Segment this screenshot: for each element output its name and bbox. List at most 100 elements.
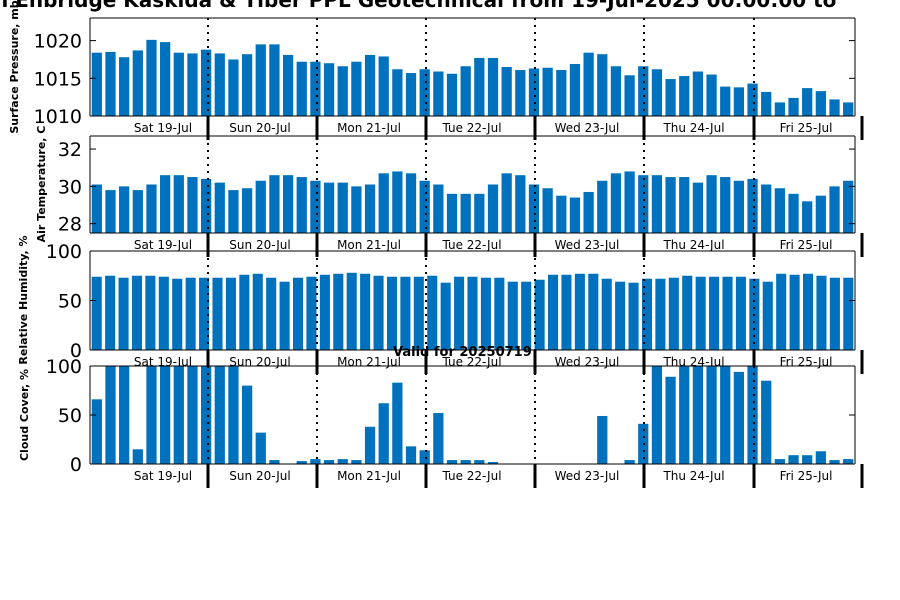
bar xyxy=(132,449,143,464)
x-tick-label: Fri 25-Jul xyxy=(780,355,833,369)
y-tick-label: 100 xyxy=(46,356,82,378)
bar xyxy=(255,44,266,116)
bar xyxy=(843,277,854,350)
bar xyxy=(460,460,471,464)
bar xyxy=(574,273,585,350)
bar xyxy=(241,54,253,116)
bar xyxy=(296,177,307,233)
y-axis-label: Surface Pressure, mb xyxy=(8,0,21,133)
bar xyxy=(601,278,612,350)
bar xyxy=(199,277,210,350)
bar xyxy=(802,88,813,116)
bar xyxy=(802,201,813,233)
bar xyxy=(323,182,335,233)
bar xyxy=(733,180,745,233)
bar xyxy=(337,182,348,233)
valid-date-note: Valid for 20250719 xyxy=(393,345,532,360)
x-tick-label: Tue 22-Jul xyxy=(441,238,501,252)
bar xyxy=(172,278,183,350)
bar xyxy=(269,460,280,464)
bar xyxy=(720,177,731,233)
bar xyxy=(105,190,116,233)
bar xyxy=(239,274,250,350)
x-tick-label: Mon 21-Jul xyxy=(337,469,401,483)
bar xyxy=(351,61,362,116)
bar xyxy=(706,74,717,116)
panel-1: 1010 1015 1020 Sat 19-Jul Sun 20-Jul Mon 21-J… xyxy=(8,0,864,140)
bar xyxy=(829,460,840,464)
bar xyxy=(487,462,499,464)
bar xyxy=(433,184,444,233)
bar xyxy=(446,460,458,464)
bar xyxy=(494,277,505,350)
bar xyxy=(692,366,704,464)
bar xyxy=(733,371,745,464)
bar xyxy=(187,53,198,116)
x-tick-label: Tue 22-Jul xyxy=(441,469,501,483)
bar xyxy=(228,190,239,233)
bar xyxy=(131,275,143,350)
bar xyxy=(815,195,826,233)
bar xyxy=(323,460,335,464)
bar xyxy=(241,188,253,233)
bar xyxy=(132,50,143,116)
chart-title: n Enbridge Kaskida & Tiber PPL Geotechni… xyxy=(0,0,837,12)
bar xyxy=(610,66,622,116)
x-tick-label: Sun 20-Jul xyxy=(229,469,290,483)
bar xyxy=(487,184,499,233)
x-tick-label: Thu 24-Jul xyxy=(662,238,724,252)
y-tick-label: 0 xyxy=(70,340,82,362)
bar xyxy=(843,102,854,116)
bar xyxy=(337,66,348,116)
panel-2: 28 30 32 Sat 19-Jul Sun 20-Jul Mon 21-Jul Tue … xyxy=(35,126,864,257)
bar xyxy=(119,57,130,116)
bar xyxy=(252,273,263,350)
bar xyxy=(542,188,553,233)
bar xyxy=(802,455,813,464)
bar xyxy=(788,97,799,116)
bar xyxy=(296,461,307,464)
bar xyxy=(692,71,704,116)
bar xyxy=(474,460,485,464)
bar xyxy=(747,178,758,233)
x-tick-label: Wed 23-Jul xyxy=(555,238,620,252)
bar xyxy=(668,277,679,350)
bar xyxy=(774,102,785,116)
bar xyxy=(187,177,198,233)
bar xyxy=(695,276,706,350)
bar xyxy=(413,276,424,350)
bar xyxy=(815,91,826,116)
bar xyxy=(588,273,599,350)
bar xyxy=(720,86,731,116)
bar xyxy=(400,276,411,350)
bar xyxy=(405,73,417,116)
bar xyxy=(665,177,676,233)
bar xyxy=(146,184,157,233)
bar xyxy=(105,275,116,350)
bar xyxy=(789,274,800,350)
bar xyxy=(282,54,294,116)
bar xyxy=(762,281,773,350)
bar xyxy=(269,175,280,233)
bar xyxy=(628,282,639,350)
bar xyxy=(761,184,772,233)
bar xyxy=(528,184,540,233)
bar xyxy=(641,278,653,350)
bar xyxy=(310,61,321,116)
bar xyxy=(255,432,266,464)
bar xyxy=(160,366,171,464)
bar xyxy=(378,56,389,116)
y-tick-label: 1010 xyxy=(34,106,82,128)
bar xyxy=(534,279,545,350)
bar xyxy=(615,281,626,350)
bar xyxy=(378,403,389,464)
bar xyxy=(651,366,663,464)
bar xyxy=(843,180,854,233)
x-tick-label: Wed 23-Jul xyxy=(555,121,620,135)
x-tick-label: Tue 22-Jul xyxy=(441,121,501,135)
bar xyxy=(427,275,438,350)
bar xyxy=(528,68,540,116)
x-tick-label: Mon 21-Jul xyxy=(337,121,401,135)
bar xyxy=(651,175,663,233)
